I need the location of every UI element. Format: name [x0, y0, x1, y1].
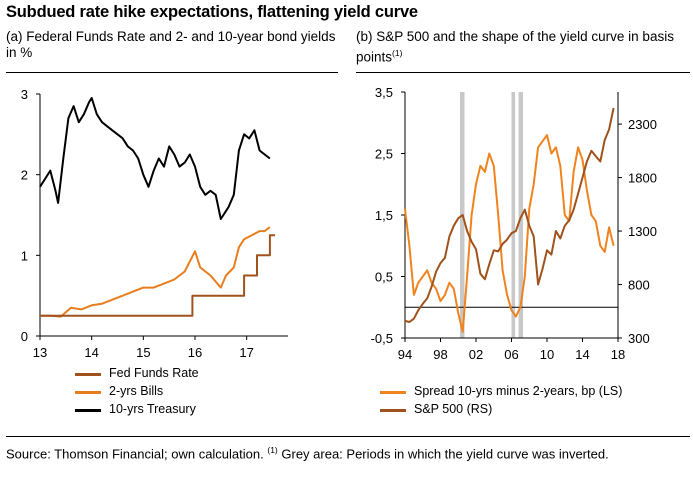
- panel-b-right-tick-label-2300: 2300: [628, 117, 657, 132]
- grey-area-inverted-2: [518, 92, 524, 338]
- series-fed-funds-rate: [40, 234, 276, 317]
- panel-b-top-rule: [356, 72, 690, 73]
- legend-label-10yr-treasury: 10-yrs Treasury: [109, 402, 196, 416]
- series-10yr-treasury: [39, 97, 271, 220]
- series-2yr-bills: [40, 226, 271, 318]
- legend-label-sp500: S&P 500 (RS): [414, 402, 493, 416]
- panel-b-right-tick-label-1300: 1300: [628, 224, 657, 239]
- legend-label-spread: Spread 10-yrs minus 2-years, bp (LS): [414, 384, 623, 398]
- source-rule: [6, 436, 690, 437]
- panel-b-right-tick-label-300: 300: [628, 331, 650, 346]
- panel-a-y-tick-label-3: 3: [21, 87, 28, 102]
- panel-a-subtitle: (a) Federal Funds Rate and 2- and 10-yea…: [6, 29, 336, 60]
- grey-area-inverted-1: [511, 92, 516, 338]
- panel-b-x-tick-label-94: 94: [398, 347, 412, 360]
- panel-b-footnote-marker: (1): [392, 48, 403, 58]
- panel-b-right-tick-label-800: 800: [628, 278, 650, 293]
- panel-b-legend: Spread 10-yrs minus 2-years, bp (LS) S&P…: [380, 384, 680, 420]
- panel-b-chart: -0,5 0,5 1,5 2,5 3,5 300 800 1300 1800 2300 94 98 02…: [371, 85, 657, 360]
- legend-swatch-spread: [380, 391, 406, 394]
- legend-swatch-fed-funds: [75, 373, 101, 376]
- panel-a-y-tick-label-2: 2: [21, 168, 28, 183]
- panel-a-legend: Fed Funds Rate 2-yrs Bills 10-yrs Treasu…: [75, 366, 295, 420]
- legend-label-2yr-bills: 2-yrs Bills: [109, 384, 164, 398]
- legend-swatch-10yr-treasury: [75, 409, 101, 412]
- panel-b-left-tick-label: 3,5: [375, 85, 393, 100]
- panel-a-x-tick-label-13: 13: [33, 345, 47, 360]
- source-footnote-marker: (1): [267, 445, 278, 455]
- panel-b-subtitle-text: (b) S&P 500 and the shape of the yield c…: [356, 29, 674, 65]
- chart-title: Subdued rate hike expectations, flatteni…: [6, 3, 418, 21]
- source-note: Source: Thomson Financial; own calculati…: [6, 441, 690, 463]
- panel-b-x-tick-label-06: 06: [504, 347, 518, 360]
- panel-b-left-tick-label: 1,5: [375, 208, 393, 223]
- panel-a-chart: 0 1 2 3 13 14 15 16 17: [21, 87, 288, 360]
- panel-a-y-tick-label-1: 1: [21, 248, 28, 263]
- panel-b-subtitle: (b) S&P 500 and the shape of the yield c…: [356, 29, 686, 66]
- panel-a-top-rule: [6, 72, 338, 73]
- source-text: Source: Thomson Financial; own calculati…: [6, 446, 264, 462]
- legend-swatch-sp500: [380, 409, 406, 412]
- panel-a-x-tick-label-14: 14: [84, 345, 98, 360]
- panel-b-x-tick-label-14: 14: [575, 347, 589, 360]
- panel-a-x-tick-label-15: 15: [136, 345, 150, 360]
- series-sp500: [404, 107, 615, 323]
- source-footnote-text: Grey area: Periods in which the yield cu…: [281, 446, 609, 462]
- panel-a-x-tick-label-17: 17: [239, 345, 253, 360]
- panel-b-left-tick-label: 0,5: [375, 270, 393, 285]
- panel-b-right-tick-label-1800: 1800: [628, 171, 657, 186]
- series-spread-10y-2y: [404, 134, 615, 333]
- panel-a-x-tick-label-16: 16: [188, 345, 202, 360]
- panel-b-x-tick-label-10: 10: [540, 347, 554, 360]
- legend-label-fed-funds: Fed Funds Rate: [109, 366, 199, 380]
- panel-a-y-tick-label-0: 0: [21, 329, 28, 344]
- legend-swatch-2yr-bills: [75, 391, 101, 394]
- panel-b-left-tick-label: -0,5: [371, 331, 393, 346]
- panel-b-x-tick-label-98: 98: [433, 347, 447, 360]
- panel-b-left-tick-label: 2,5: [375, 147, 393, 162]
- panel-b-x-tick-label-18: 18: [611, 347, 625, 360]
- panel-b-x-tick-label-02: 02: [469, 347, 483, 360]
